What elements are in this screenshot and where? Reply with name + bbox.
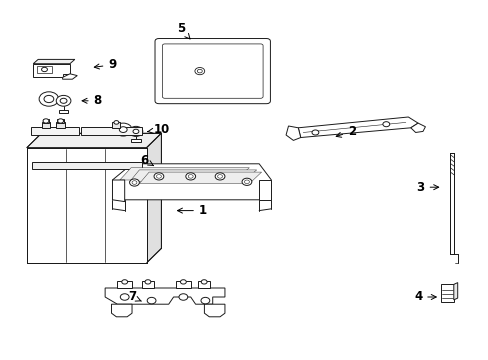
Circle shape xyxy=(242,178,251,185)
Bar xyxy=(41,122,50,128)
Polygon shape xyxy=(62,74,77,79)
Bar xyxy=(117,281,132,288)
Polygon shape xyxy=(27,133,161,148)
Polygon shape xyxy=(146,133,161,263)
Polygon shape xyxy=(105,288,224,304)
Text: 5: 5 xyxy=(177,22,190,39)
Circle shape xyxy=(154,173,163,180)
Circle shape xyxy=(185,173,195,180)
Circle shape xyxy=(156,175,161,178)
Circle shape xyxy=(180,280,186,284)
Bar xyxy=(32,162,142,169)
Polygon shape xyxy=(112,180,124,202)
Circle shape xyxy=(129,179,139,186)
Polygon shape xyxy=(285,126,300,140)
Bar xyxy=(57,119,64,123)
Bar xyxy=(142,281,154,288)
Circle shape xyxy=(114,121,119,124)
Polygon shape xyxy=(453,283,457,300)
Circle shape xyxy=(197,69,202,73)
Circle shape xyxy=(201,280,207,284)
Circle shape xyxy=(43,119,49,123)
Polygon shape xyxy=(33,64,70,77)
Circle shape xyxy=(311,130,318,135)
Circle shape xyxy=(215,173,224,180)
Text: 2: 2 xyxy=(336,125,355,138)
Text: 7: 7 xyxy=(128,291,141,303)
Circle shape xyxy=(122,280,127,284)
Circle shape xyxy=(147,297,156,304)
Text: 6: 6 xyxy=(140,154,153,167)
FancyBboxPatch shape xyxy=(155,39,270,104)
Polygon shape xyxy=(440,284,453,302)
Bar xyxy=(131,139,141,142)
Polygon shape xyxy=(111,304,132,317)
Circle shape xyxy=(39,92,59,106)
Polygon shape xyxy=(81,127,142,135)
Circle shape xyxy=(179,294,187,300)
Bar xyxy=(449,153,453,254)
Bar xyxy=(42,119,49,123)
Polygon shape xyxy=(259,180,271,200)
Polygon shape xyxy=(33,59,75,64)
Circle shape xyxy=(41,67,47,72)
Circle shape xyxy=(217,175,222,178)
Bar xyxy=(37,66,52,73)
Circle shape xyxy=(244,180,249,184)
Polygon shape xyxy=(204,304,224,317)
Polygon shape xyxy=(410,123,425,132)
Text: 4: 4 xyxy=(413,291,435,303)
Circle shape xyxy=(119,127,127,132)
Text: 8: 8 xyxy=(82,94,102,107)
Circle shape xyxy=(382,122,389,127)
Text: 3: 3 xyxy=(416,181,438,194)
Text: 9: 9 xyxy=(94,58,116,71)
Polygon shape xyxy=(31,127,79,135)
Polygon shape xyxy=(120,168,249,180)
Circle shape xyxy=(114,123,132,136)
FancyBboxPatch shape xyxy=(162,44,263,98)
Circle shape xyxy=(44,95,54,103)
Circle shape xyxy=(120,294,129,300)
Polygon shape xyxy=(27,148,146,263)
Polygon shape xyxy=(139,172,261,184)
Bar xyxy=(176,281,190,288)
Circle shape xyxy=(201,297,209,304)
Circle shape xyxy=(129,126,142,136)
Circle shape xyxy=(132,181,137,184)
Circle shape xyxy=(60,98,67,103)
Bar xyxy=(59,110,68,113)
Circle shape xyxy=(58,119,63,123)
Polygon shape xyxy=(129,170,256,182)
Circle shape xyxy=(144,280,150,284)
Polygon shape xyxy=(298,117,417,138)
Circle shape xyxy=(56,95,71,106)
Text: 10: 10 xyxy=(147,123,169,136)
Text: 1: 1 xyxy=(177,204,206,217)
Polygon shape xyxy=(112,164,271,200)
Bar xyxy=(112,122,120,128)
Bar xyxy=(56,122,65,128)
Circle shape xyxy=(188,175,193,178)
Circle shape xyxy=(195,68,204,75)
Bar xyxy=(198,281,210,288)
Circle shape xyxy=(133,129,139,134)
